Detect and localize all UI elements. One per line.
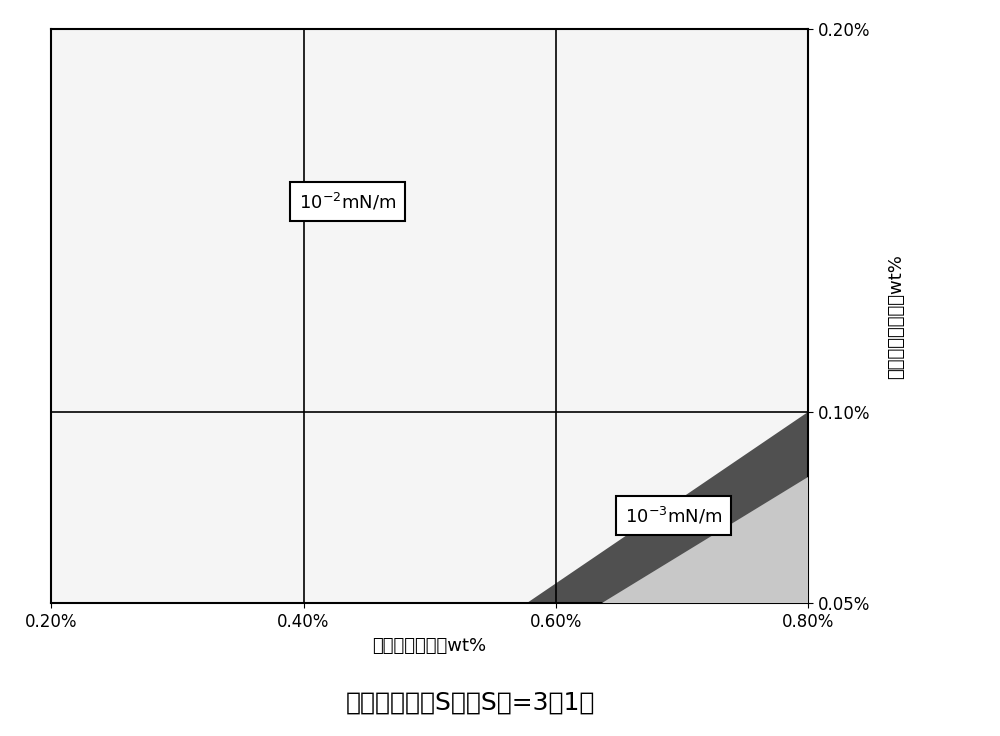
Polygon shape (527, 412, 808, 604)
Text: $10^{-3}$mN/m: $10^{-3}$mN/m (625, 505, 722, 526)
Y-axis label: 表面活性剑浓度，wt%: 表面活性剑浓度，wt% (887, 254, 905, 379)
X-axis label: 氢氧化钓浓度，wt%: 氢氧化钓浓度，wt% (373, 637, 487, 655)
Text: $10^{-2}$mN/m: $10^{-2}$mN/m (299, 191, 396, 212)
Polygon shape (602, 477, 808, 604)
Text: 界面活性图（S烷：S石=3：1）: 界面活性图（S烷：S石=3：1） (345, 691, 595, 715)
